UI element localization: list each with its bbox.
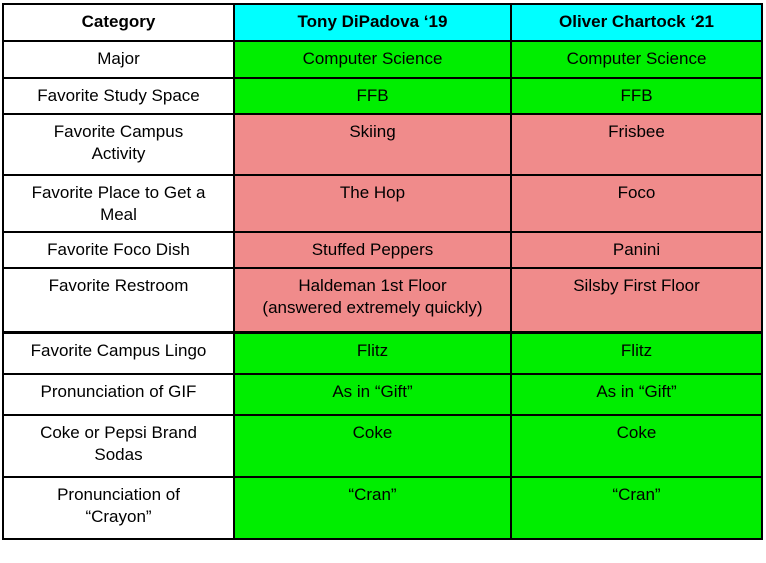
oliver-value-cell: Silsby First Floor: [510, 267, 763, 333]
tony-value-cell: Stuffed Peppers: [233, 231, 512, 269]
category-cell: Major: [2, 40, 235, 79]
table-row-campus-lingo: Favorite Campus Lingo Flitz Flitz: [2, 330, 763, 375]
table-row-foco-dish: Favorite Foco Dish Stuffed Peppers Panin…: [2, 231, 763, 269]
comparison-table: Category Tony DiPadova ‘19 Oliver Charto…: [2, 3, 763, 540]
tony-value-cell: FFB: [233, 77, 512, 115]
oliver-value-cell: FFB: [510, 77, 763, 115]
tony-value-cell: The Hop: [233, 174, 512, 233]
category-cell: Favorite Restroom: [2, 267, 235, 333]
tony-value-cell: Haldeman 1st Floor (answered extremely q…: [233, 267, 512, 333]
table-row-major: Major Computer Science Computer Science: [2, 40, 763, 79]
tony-value-cell: Skiing: [233, 113, 512, 176]
tony-value-cell: As in “Gift”: [233, 373, 512, 416]
tony-value-cell: “Cran”: [233, 476, 512, 540]
tony-value-cell: Computer Science: [233, 40, 512, 79]
header-row: Category Tony DiPadova ‘19 Oliver Charto…: [2, 3, 763, 42]
category-cell: Pronunciation of GIF: [2, 373, 235, 416]
category-cell: Favorite Place to Get a Meal: [2, 174, 235, 233]
table-row-meal-place: Favorite Place to Get a Meal The Hop Foc…: [2, 174, 763, 233]
oliver-value-cell: Computer Science: [510, 40, 763, 79]
oliver-value-cell: “Cran”: [510, 476, 763, 540]
table-row-study-space: Favorite Study Space FFB FFB: [2, 77, 763, 115]
oliver-value-cell: Frisbee: [510, 113, 763, 176]
oliver-column-header: Oliver Chartock ‘21: [510, 3, 763, 42]
oliver-value-cell: Flitz: [510, 330, 763, 375]
category-cell: Favorite Study Space: [2, 77, 235, 115]
tony-value-cell: Flitz: [233, 330, 512, 375]
oliver-value-cell: Panini: [510, 231, 763, 269]
category-cell: Favorite Campus Lingo: [2, 330, 235, 375]
table-row-gif: Pronunciation of GIF As in “Gift” As in …: [2, 373, 763, 416]
oliver-value-cell: Coke: [510, 414, 763, 478]
category-cell: Pronunciation of “Crayon”: [2, 476, 235, 540]
tony-column-header: Tony DiPadova ‘19: [233, 3, 512, 42]
category-cell: Coke or Pepsi Brand Sodas: [2, 414, 235, 478]
table-row-sodas: Coke or Pepsi Brand Sodas Coke Coke: [2, 414, 763, 478]
table-row-crayon: Pronunciation of “Crayon” “Cran” “Cran”: [2, 476, 763, 540]
category-column-header: Category: [2, 3, 235, 42]
table-row-restroom: Favorite Restroom Haldeman 1st Floor (an…: [2, 267, 763, 333]
table-row-campus-activity: Favorite Campus Activity Skiing Frisbee: [2, 113, 763, 176]
oliver-value-cell: As in “Gift”: [510, 373, 763, 416]
category-cell: Favorite Foco Dish: [2, 231, 235, 269]
tony-value-cell: Coke: [233, 414, 512, 478]
category-cell: Favorite Campus Activity: [2, 113, 235, 176]
oliver-value-cell: Foco: [510, 174, 763, 233]
